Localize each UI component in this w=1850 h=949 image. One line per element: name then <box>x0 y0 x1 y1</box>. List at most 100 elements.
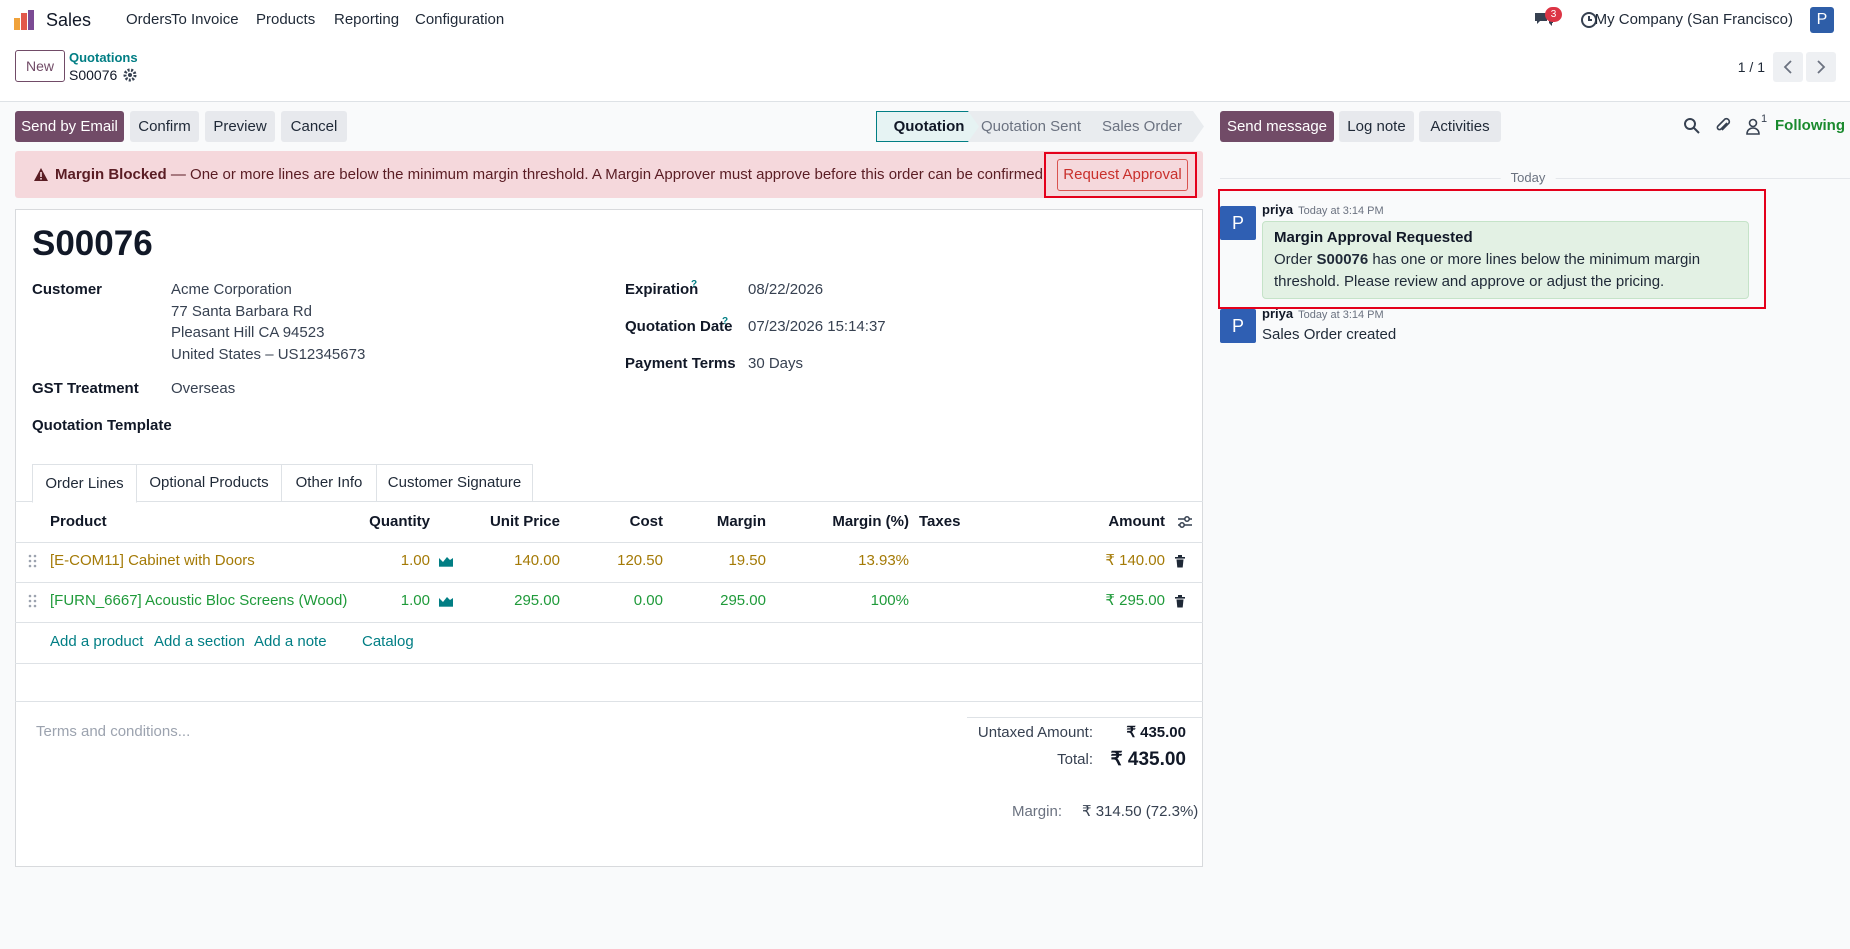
cell-unit-price: 295.00 <box>514 592 560 609</box>
add-line-link[interactable]: Catalog <box>362 633 414 650</box>
action-button[interactable]: Cancel <box>281 111 347 142</box>
cell-amount: ₹ 140.00 <box>1105 552 1165 569</box>
date-separator: Today <box>1500 168 1556 188</box>
highlight-box <box>1218 189 1766 309</box>
breadcrumb-current: S00076 <box>69 67 118 83</box>
column-header[interactable]: Amount <box>1108 513 1165 530</box>
add-line-link[interactable]: Add a note <box>254 633 327 650</box>
form-sheet <box>15 209 1203 867</box>
author-avatar[interactable]: P <box>1220 309 1256 343</box>
menu-item[interactable]: To Invoice <box>171 11 239 28</box>
action-button[interactable]: Preview <box>205 111 275 142</box>
menu-item[interactable]: Orders <box>126 11 172 28</box>
totals-border <box>967 717 1203 718</box>
menu-item[interactable]: Products <box>256 11 316 28</box>
cell-amount: ₹ 295.00 <box>1105 592 1165 609</box>
field-label: Quotation Template <box>32 417 172 434</box>
highlight-box <box>1044 152 1197 198</box>
message-header: priya Today at 3:14 PM <box>1262 200 1384 221</box>
tab[interactable]: Other Info <box>281 464 377 502</box>
total-amount: ₹ 435.00 <box>1110 749 1186 770</box>
column-header[interactable]: Unit Price <box>489 513 560 530</box>
body-bold: S00076 <box>1316 251 1369 268</box>
message-time: Today at 3:14 PM <box>1298 205 1384 217</box>
following-button[interactable]: Following <box>1775 117 1845 134</box>
add-line-link[interactable]: Add a product <box>50 633 144 650</box>
alert-message: — One or more lines are below the minimu… <box>170 166 1048 183</box>
cell-quantity: 1.00 <box>400 552 430 569</box>
new-button[interactable]: New <box>15 50 65 82</box>
request-approval-button[interactable]: Request Approval <box>1057 159 1188 191</box>
action-button[interactable]: Send by Email <box>15 111 124 142</box>
cell-unit-price: 140.00 <box>514 552 560 569</box>
field-label: GST Treatment <box>32 380 139 397</box>
app-name[interactable]: Sales <box>46 10 92 30</box>
margin-alert <box>15 151 1203 198</box>
field-label: Payment Terms <box>625 355 736 372</box>
body-text: Order <box>1274 251 1317 268</box>
follower-count: 1 <box>1761 113 1768 125</box>
message-bubble <box>1262 221 1749 299</box>
cell-product: [E-COM11] Cabinet with Doors <box>50 552 255 569</box>
tab[interactable]: Optional Products <box>136 464 282 502</box>
alert-text: Margin Blocked — One or more lines are b… <box>55 165 1047 185</box>
cell-margin: 19.50 <box>728 552 766 569</box>
field-value: United States – US12345673 <box>171 346 366 364</box>
author-name: priya <box>1262 202 1294 217</box>
menu-item[interactable]: Reporting <box>334 11 400 28</box>
status-step[interactable]: Quotation <box>876 111 982 142</box>
cell-product: [FURN_6667] Acoustic Bloc Screens (Wood) <box>50 592 348 609</box>
author-avatar[interactable]: P <box>1220 206 1256 240</box>
chatter-button[interactable]: Activities <box>1419 111 1501 142</box>
message-badge: 3 <box>1545 7 1562 22</box>
column-header[interactable]: Margin <box>716 513 766 530</box>
field-value: Pleasant Hill CA 94523 <box>171 324 325 342</box>
column-header[interactable]: Cost <box>629 513 663 530</box>
row-separator <box>15 582 1203 583</box>
pager: 1 / 1 <box>1737 59 1765 75</box>
tab[interactable]: Customer Signature <box>376 464 533 502</box>
message-title: Margin Approval Requested <box>1274 229 1473 246</box>
action-button[interactable]: Confirm <box>130 111 199 142</box>
column-header[interactable]: Quantity <box>369 513 430 530</box>
cell-margin-percent: 100% <box>870 592 909 609</box>
company-switcher[interactable]: My Company (San Francisco) <box>1594 11 1793 28</box>
message-body: Sales Order created <box>1262 326 1397 343</box>
row-separator <box>15 701 1203 702</box>
field-value: 77 Santa Barbara Rd <box>171 302 312 320</box>
field-label: Quotation Date <box>625 318 733 335</box>
menu-item[interactable]: Configuration <box>415 11 505 28</box>
chatter-button[interactable]: Log note <box>1339 111 1414 142</box>
field-label: Expiration <box>625 281 699 298</box>
field-value: 30 Days <box>748 355 804 372</box>
add-line-link[interactable]: Add a section <box>154 633 245 650</box>
column-header[interactable]: Taxes <box>919 513 961 530</box>
column-header[interactable]: Product <box>50 513 107 530</box>
message-header: priya Today at 3:14 PM <box>1262 304 1384 325</box>
status-step[interactable]: Sales Order <box>1080 111 1204 142</box>
total-label: Total: <box>1057 751 1093 768</box>
field-value: Acme Corporation <box>171 281 292 298</box>
body-text: has one or more lines below the minimum … <box>1274 251 1701 290</box>
margin-label: Margin: <box>1011 803 1062 820</box>
cell-cost: 0.00 <box>633 592 663 609</box>
field-value: Overseas <box>171 380 236 397</box>
user-avatar[interactable]: P <box>1810 7 1834 33</box>
margin-amount: ₹ 314.50 (72.3%) <box>1082 803 1199 820</box>
tab[interactable]: Order Lines <box>32 464 137 503</box>
chatter-button[interactable]: Send message <box>1220 111 1334 142</box>
message-body: Order S00076 has one or more lines below… <box>1274 249 1746 292</box>
control-panel <box>0 40 1850 102</box>
column-header[interactable]: Margin (%) <box>832 513 909 530</box>
help-tooltip: ? <box>691 279 698 290</box>
cell-quantity: 1.00 <box>400 592 430 609</box>
field-value: 08/22/2026 <box>748 281 824 298</box>
status-step[interactable]: Quotation Sent <box>968 111 1094 142</box>
terms-input[interactable]: Terms and conditions... <box>36 723 191 740</box>
breadcrumb-link[interactable]: Quotations <box>69 50 138 65</box>
author-name: priya <box>1262 306 1294 321</box>
row-separator <box>15 622 1203 623</box>
field-label: Customer <box>32 281 103 298</box>
field-value: 07/23/2026 15:14:37 <box>748 318 886 335</box>
